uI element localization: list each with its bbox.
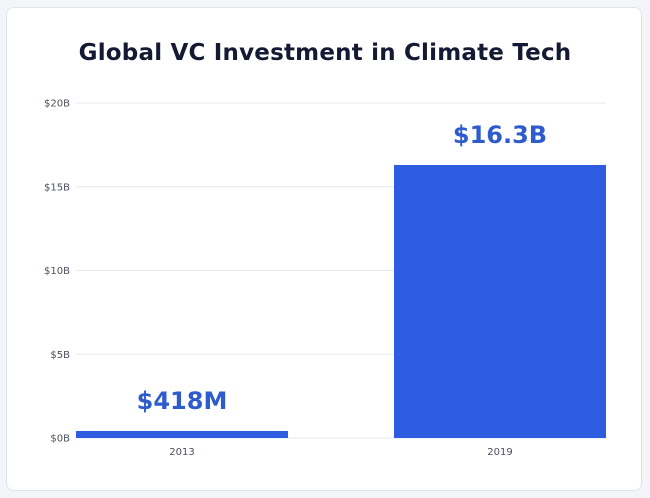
y-tick-label: $5B (50, 350, 70, 361)
data-label-2013: $418M (137, 387, 228, 415)
y-tick-label: $20B (44, 99, 70, 110)
x-tick-label: 2013 (169, 447, 194, 458)
x-axis-ticks: 2013 2019 (169, 447, 512, 458)
y-tick-label: $15B (44, 182, 70, 193)
data-labels: $418M $16.3B (137, 121, 547, 415)
x-tick-label: 2019 (487, 447, 512, 458)
y-tick-label: $10B (44, 266, 70, 277)
y-tick-label: $0B (50, 434, 70, 445)
bars (76, 164, 606, 438)
y-axis-ticks: $0B $5B $10B $15B $20B (44, 99, 70, 445)
chart-title: Global VC Investment in Climate Tech (78, 40, 572, 66)
bar-2013 (76, 430, 288, 438)
data-label-2019: $16.3B (453, 121, 547, 149)
bar-2019 (394, 164, 606, 438)
